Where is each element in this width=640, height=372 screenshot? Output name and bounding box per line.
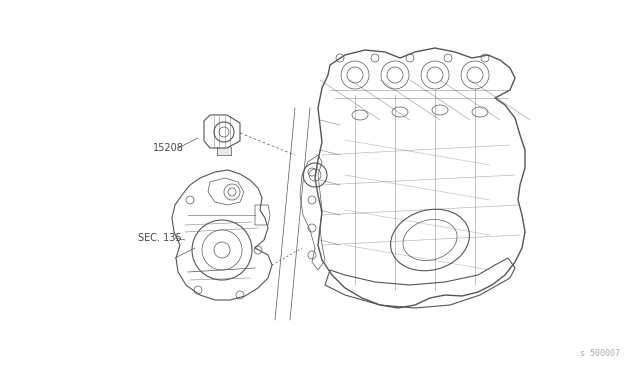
Text: s 500007: s 500007 <box>580 349 620 358</box>
Text: 15208: 15208 <box>153 143 184 153</box>
Text: SEC. 135: SEC. 135 <box>138 233 182 243</box>
